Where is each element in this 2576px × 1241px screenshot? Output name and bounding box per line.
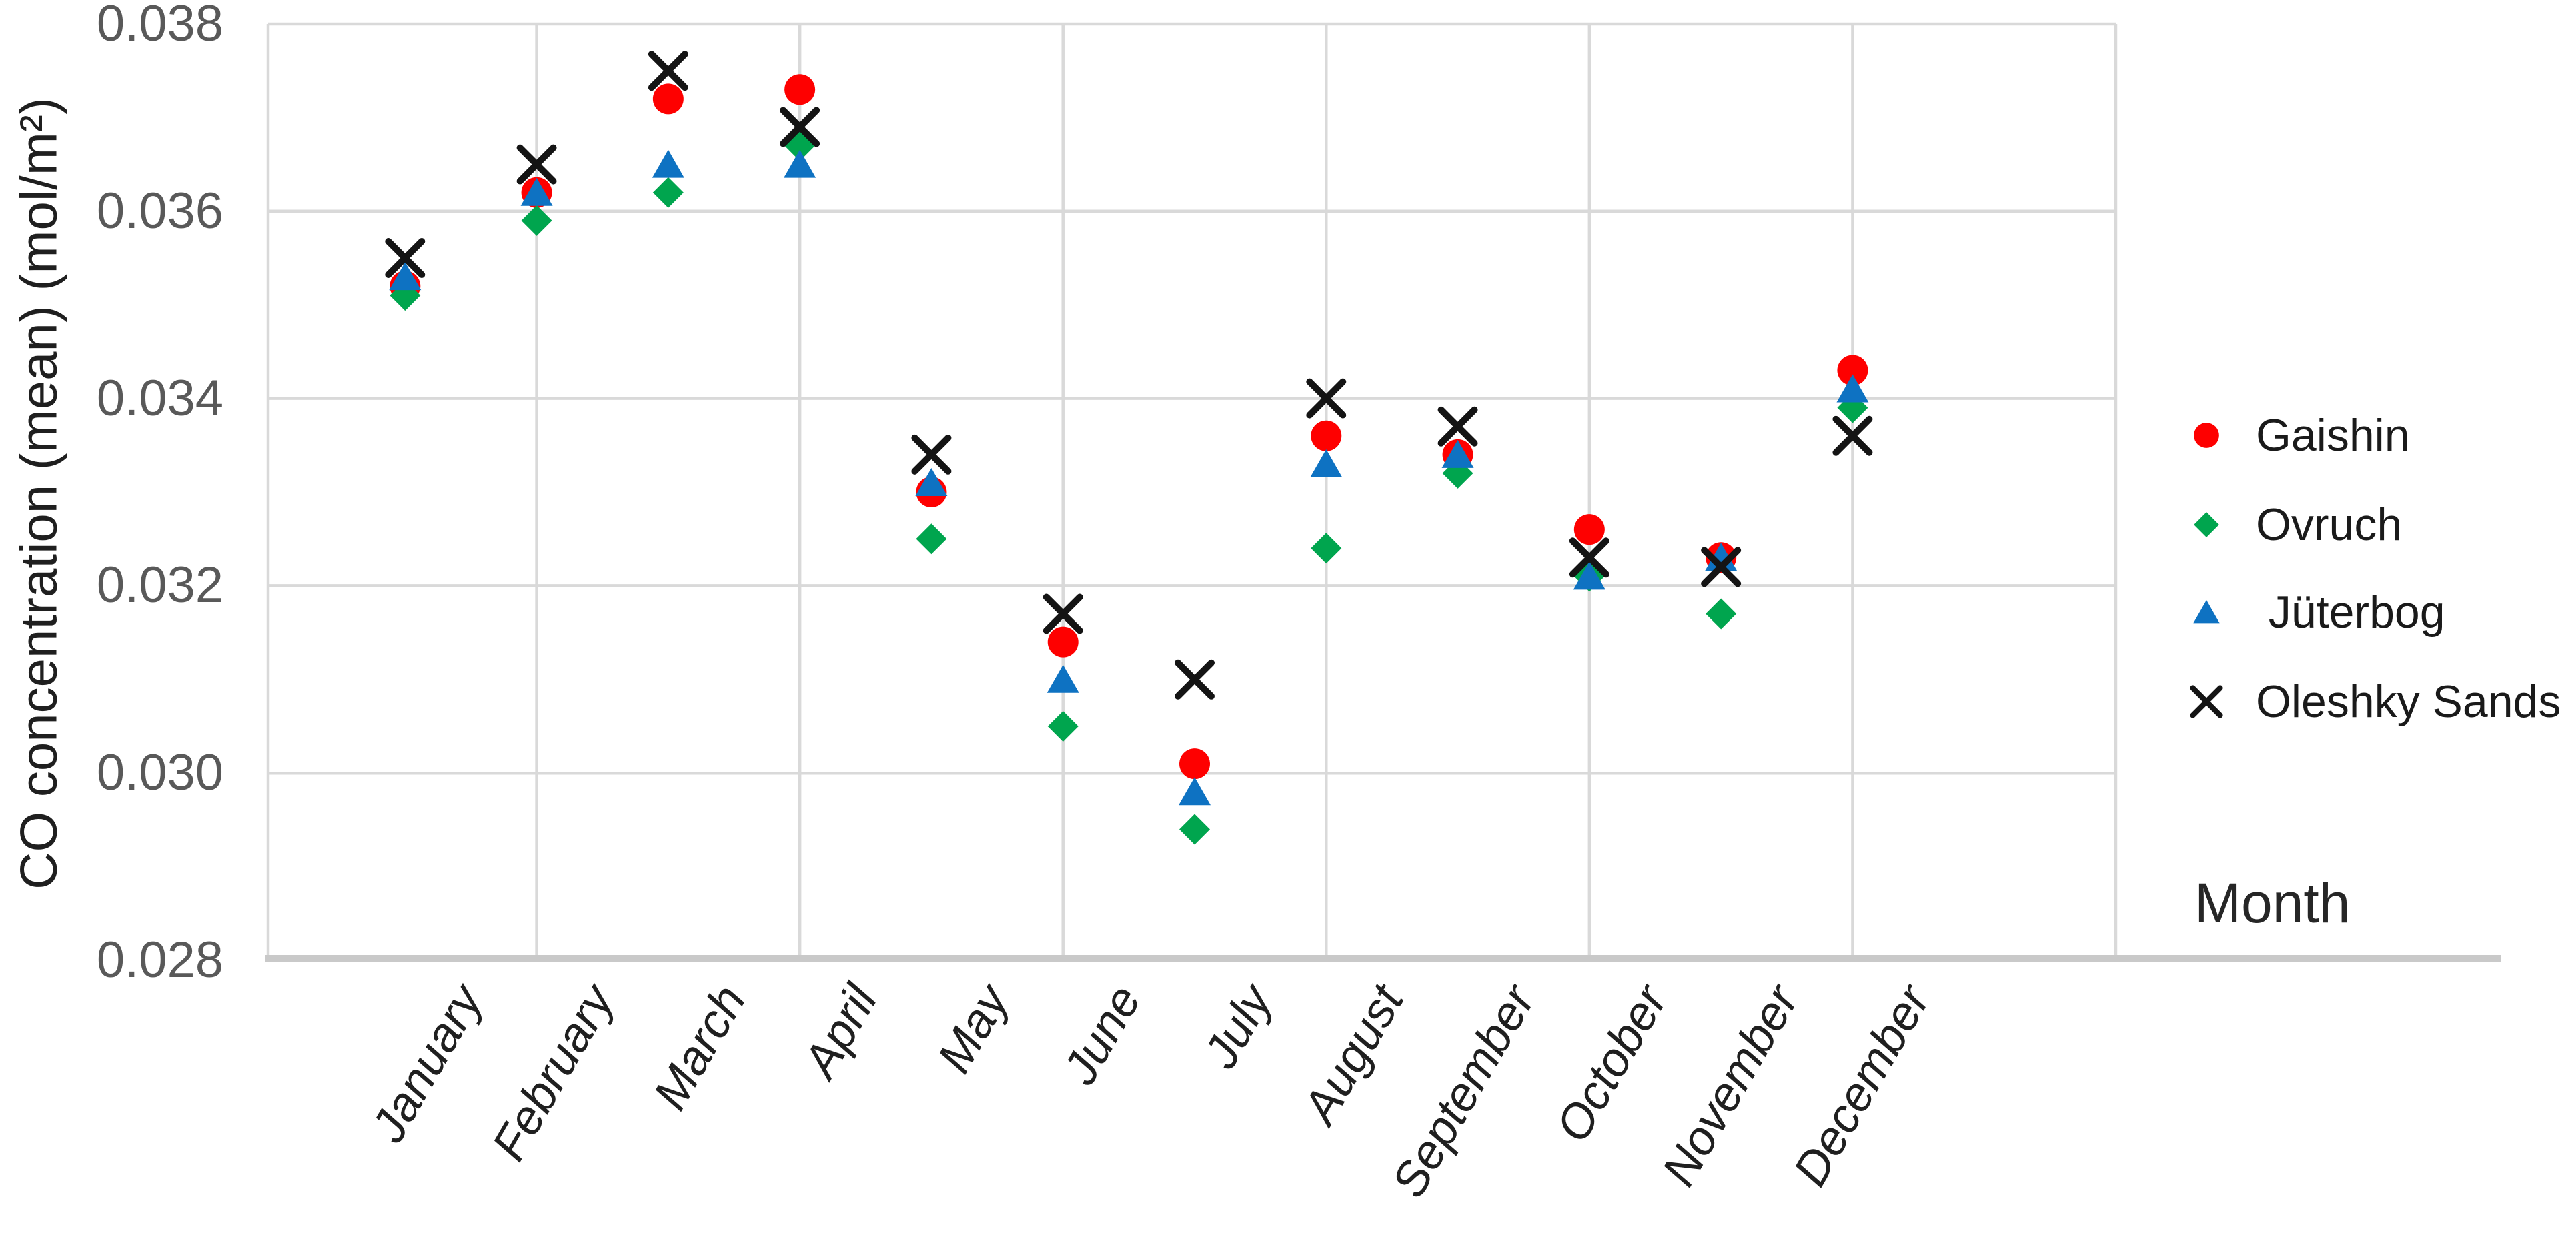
point-ovruch-july — [1179, 814, 1210, 845]
point-oleshky-sands-march — [648, 51, 688, 91]
diamond-glyph — [2194, 512, 2219, 537]
y-tick-label-0.034: 0.034 — [96, 369, 223, 427]
point-oleshky-sands-may — [911, 434, 952, 475]
y-tick-label-0.038: 0.038 — [96, 0, 223, 52]
point-ovruch-august — [1311, 533, 1342, 564]
y-tick-label-0.028: 0.028 — [96, 932, 223, 988]
diamond-legend-marker-icon — [2194, 512, 2219, 537]
point-oleshky-sands-september — [1437, 406, 1478, 447]
point-ovruch-may — [916, 523, 947, 555]
x-glyph — [2190, 685, 2223, 718]
point-jüterbog-may — [915, 467, 948, 496]
x-axis-line — [265, 955, 2501, 962]
point-gaishin-march — [652, 83, 684, 115]
point-gaishin-august — [1311, 420, 1342, 451]
legend-label-jüterbog: Jüterbog — [2256, 587, 2445, 638]
point-jüterbog-january — [389, 262, 422, 291]
point-ovruch-february — [521, 205, 552, 236]
point-oleshky-sands-july — [1175, 659, 1215, 700]
point-jüterbog-june — [1047, 664, 1079, 693]
triangle-legend-marker-icon — [2193, 599, 2220, 624]
point-jüterbog-december — [1836, 374, 1869, 403]
point-jüterbog-march — [652, 149, 684, 178]
point-jüterbog-august — [1310, 449, 1343, 477]
point-jüterbog-october — [1573, 561, 1605, 590]
circle-legend-marker-icon — [2194, 423, 2219, 448]
point-oleshky-sands-december — [1832, 415, 1873, 456]
point-jüterbog-november — [1705, 543, 1738, 571]
point-jüterbog-july — [1179, 777, 1211, 806]
triangle-glyph — [2193, 599, 2220, 624]
point-gaishin-december — [1837, 355, 1868, 386]
point-jüterbog-september — [1441, 439, 1474, 468]
point-gaishin-april — [784, 74, 816, 105]
y-tick-label-0.032: 0.032 — [96, 557, 223, 614]
point-oleshky-sands-november — [1701, 547, 1742, 587]
point-gaishin-july — [1179, 748, 1210, 780]
point-gaishin-june — [1047, 626, 1079, 658]
point-oleshky-sands-october — [1569, 537, 1609, 578]
x-legend-marker-icon — [2190, 685, 2223, 718]
point-oleshky-sands-june — [1043, 593, 1083, 634]
y-axis-title: CO concentration (mean) (mol/m²) — [9, 97, 68, 890]
circle-glyph — [2194, 423, 2219, 448]
point-jüterbog-april — [784, 149, 816, 178]
y-tick-label-0.030: 0.030 — [96, 744, 223, 802]
point-ovruch-june — [1047, 711, 1079, 742]
y-tick-label-0.036: 0.036 — [96, 182, 223, 239]
point-oleshky-sands-february — [516, 144, 557, 185]
point-oleshky-sands-january — [385, 238, 426, 278]
legend-label-gaishin: Gaishin — [2256, 410, 2410, 461]
legend-label-ovruch: Ovruch — [2256, 499, 2403, 550]
x-axis-title: Month — [2194, 872, 2351, 934]
point-ovruch-march — [652, 177, 684, 208]
point-oleshky-sands-august — [1306, 378, 1347, 419]
point-oleshky-sands-april — [780, 107, 820, 147]
point-ovruch-november — [1706, 598, 1737, 630]
point-jüterbog-february — [520, 177, 553, 206]
point-gaishin-october — [1573, 514, 1605, 545]
legend-label-oleshky-sands: Oleshky Sands — [2256, 676, 2561, 727]
